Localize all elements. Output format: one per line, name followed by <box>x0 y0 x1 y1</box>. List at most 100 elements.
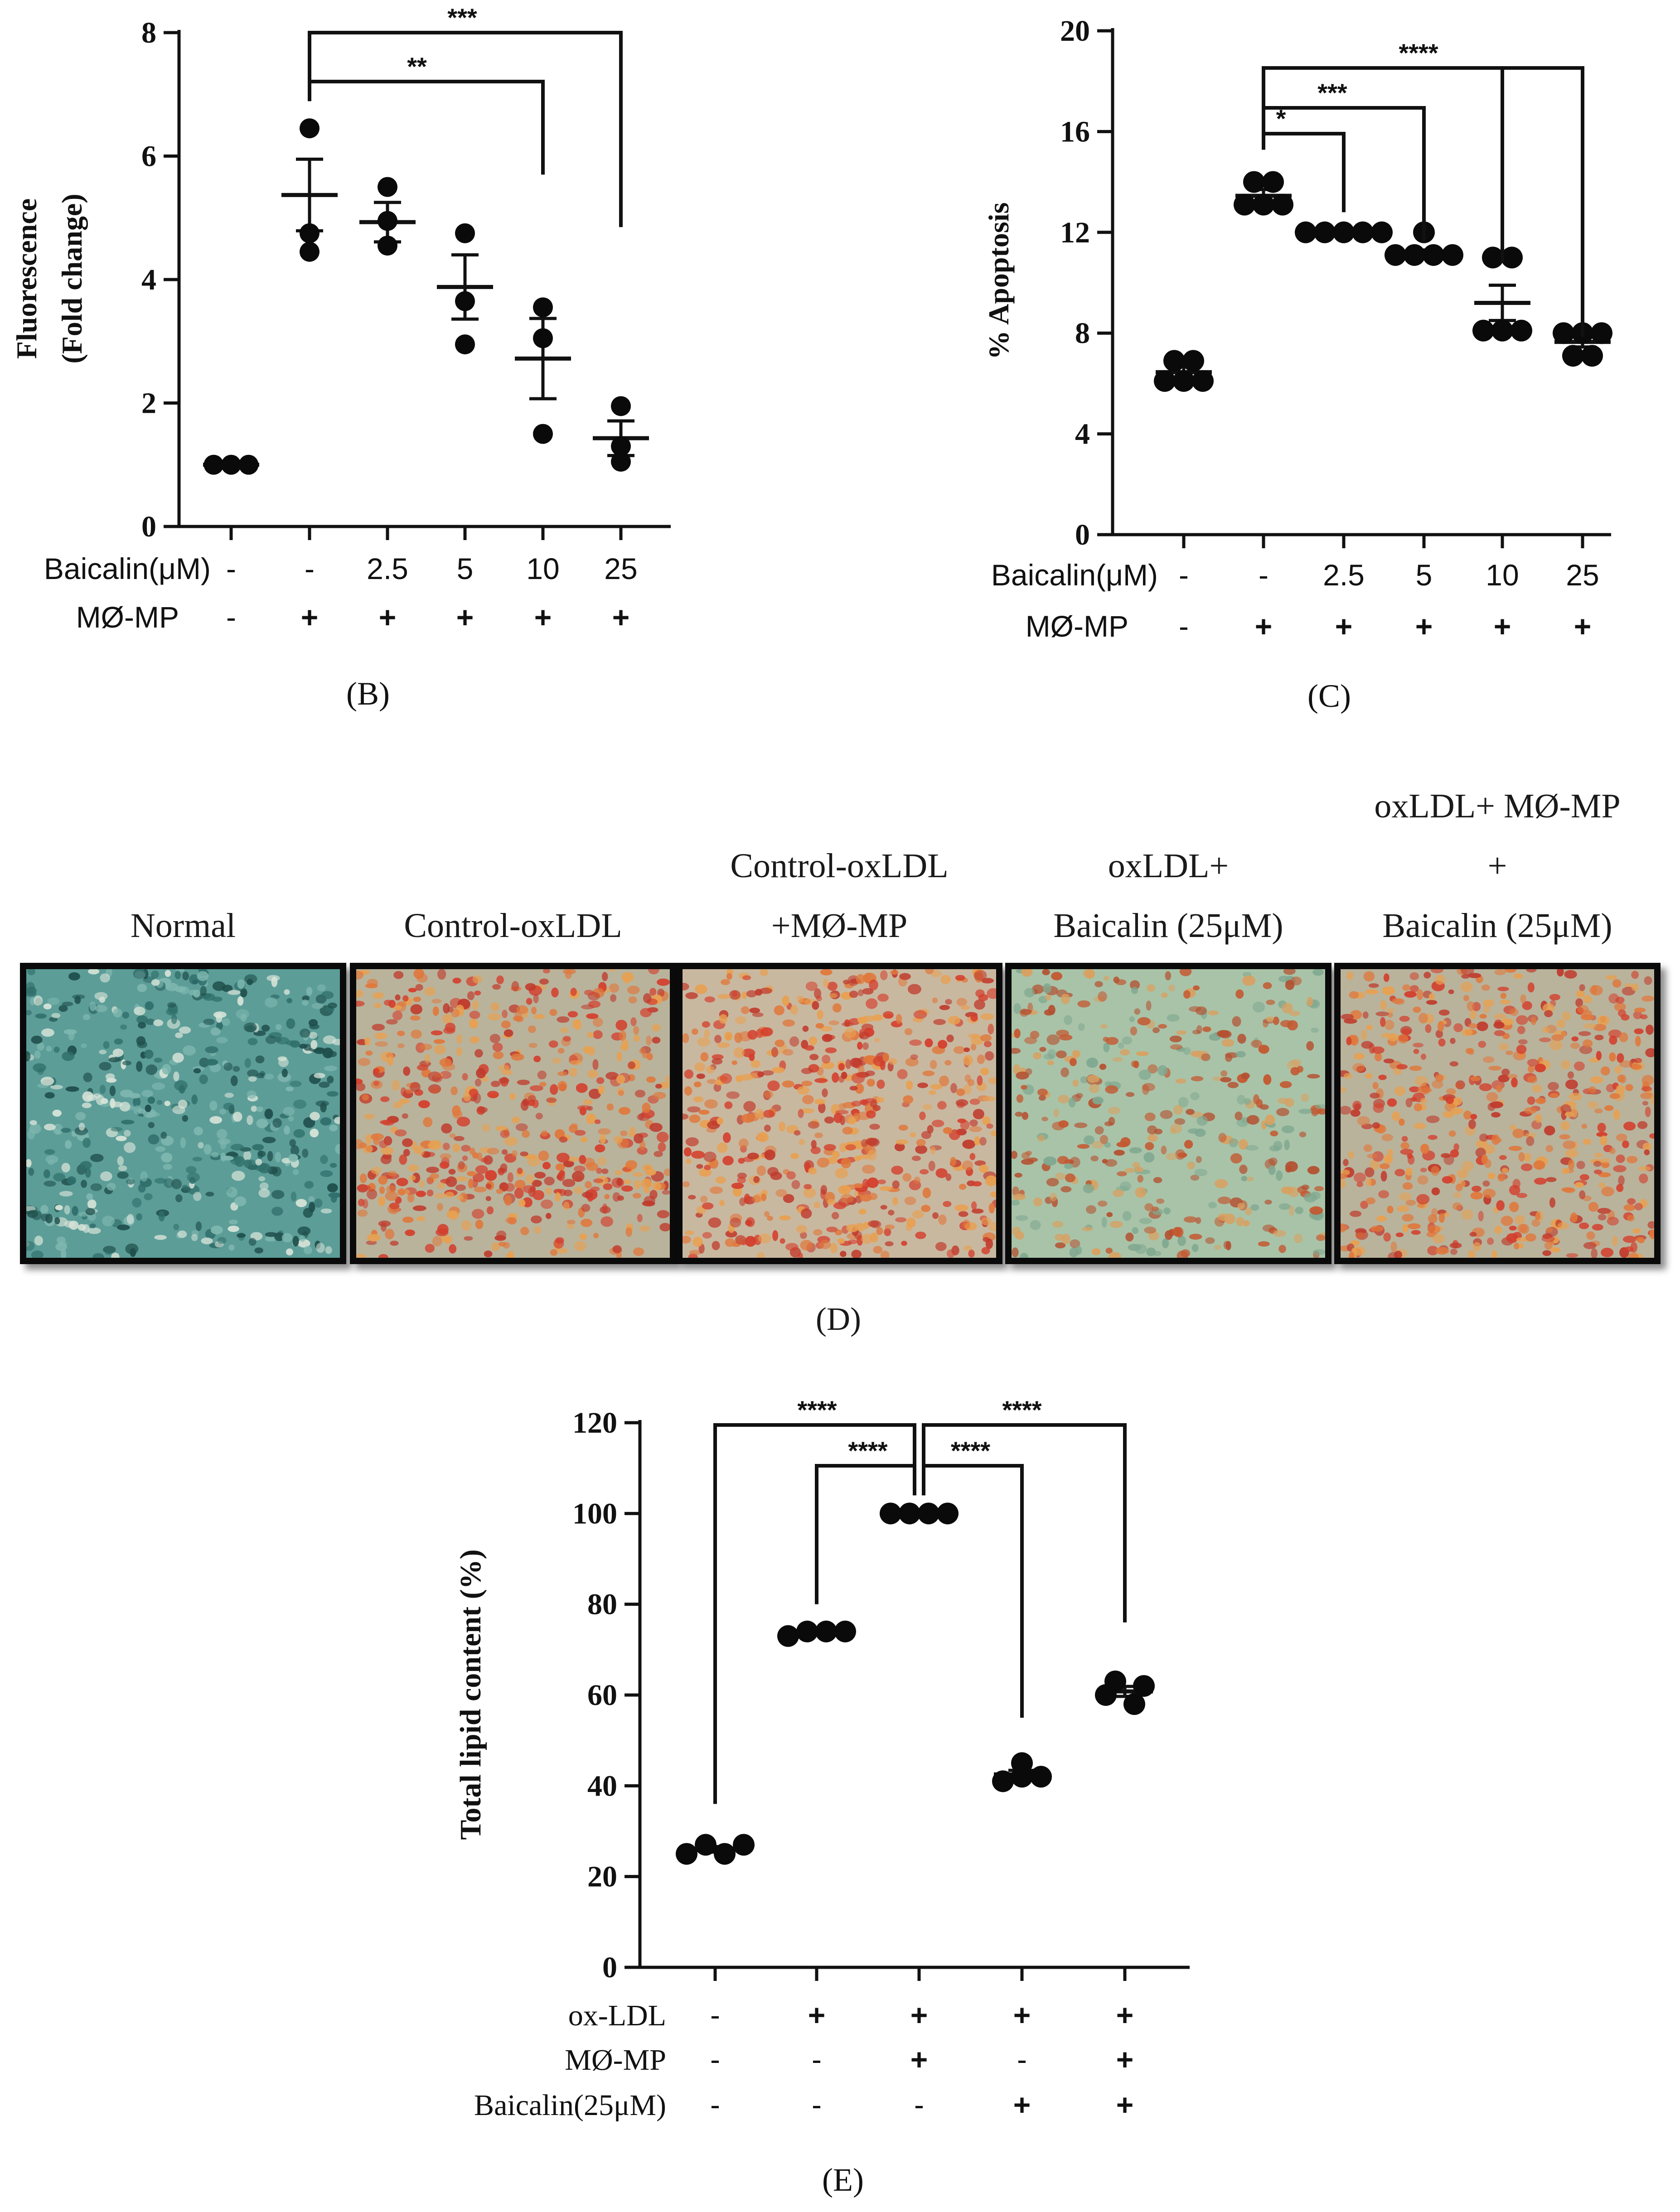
cell-blob <box>721 979 730 985</box>
cell-blob <box>1196 1156 1202 1163</box>
cell-blob <box>1575 998 1583 1007</box>
cell-blob <box>1147 1134 1158 1142</box>
cell-blob <box>1535 1213 1541 1220</box>
cell-blob <box>703 1151 717 1162</box>
cell-blob <box>1448 1130 1456 1137</box>
cell-blob <box>1365 1197 1375 1205</box>
cell-blob <box>964 1074 971 1082</box>
cell-blob <box>1560 1121 1570 1130</box>
cell-blob <box>911 1155 921 1161</box>
cell-blob <box>367 1189 378 1200</box>
cell-blob <box>546 1097 557 1103</box>
cell-blob <box>832 1003 842 1013</box>
cell-blob <box>385 1228 394 1240</box>
cell-blob <box>1588 1202 1599 1212</box>
cell-blob <box>462 1155 468 1161</box>
cell-blob <box>1278 976 1290 982</box>
cell-blob <box>1208 1202 1217 1208</box>
cell-blob <box>782 1019 795 1027</box>
cell-blob <box>161 1152 173 1163</box>
cell-blob <box>692 1236 703 1247</box>
cell-blob <box>236 1009 249 1019</box>
cell-blob <box>329 1163 337 1168</box>
cell-blob <box>409 1175 416 1181</box>
cell-blob <box>939 1075 949 1087</box>
cell-blob <box>581 1136 588 1143</box>
cell-blob <box>685 1137 699 1146</box>
cell-blob <box>974 1160 986 1166</box>
cell-blob <box>265 1035 277 1044</box>
cell-blob <box>182 1115 189 1122</box>
cell-blob <box>74 1126 88 1135</box>
cell-blob <box>1280 1020 1293 1028</box>
cell-blob <box>845 1059 852 1069</box>
cell-blob <box>1617 1053 1624 1063</box>
cell-blob <box>1350 1210 1362 1217</box>
cell-blob <box>1567 1071 1574 1079</box>
cell-blob <box>704 996 715 1003</box>
cell-blob <box>1341 1174 1347 1179</box>
cell-blob <box>40 1077 54 1086</box>
chart-E-data-point <box>937 1502 959 1525</box>
cell-blob <box>165 970 171 977</box>
cell-blob <box>54 1217 60 1225</box>
cell-blob <box>571 1171 585 1182</box>
cell-blob <box>1457 1169 1468 1178</box>
cell-blob <box>500 1130 510 1138</box>
cell-blob <box>532 1180 542 1187</box>
cell-blob <box>895 1217 907 1222</box>
cell-blob <box>622 1039 629 1049</box>
cell-blob <box>265 1232 277 1237</box>
chart-E-data-point <box>1133 1675 1155 1697</box>
cell-blob <box>456 1195 463 1200</box>
cell-blob <box>243 1159 252 1168</box>
cell-blob <box>61 1128 71 1133</box>
cell-blob <box>26 1206 36 1212</box>
cell-blob <box>1167 1014 1180 1022</box>
cell-blob <box>306 987 313 996</box>
cell-blob <box>430 1173 439 1179</box>
cell-blob <box>1053 1109 1060 1117</box>
cell-blob <box>865 1070 875 1076</box>
cell-blob <box>856 974 865 985</box>
cell-blob <box>1646 1024 1654 1035</box>
cell-blob <box>475 1219 484 1229</box>
cell-blob <box>1420 1053 1427 1060</box>
cell-blob <box>359 1173 367 1183</box>
cell-blob <box>1043 983 1051 994</box>
cell-blob <box>1402 1214 1414 1222</box>
cell-blob <box>240 988 247 998</box>
chart-E-y-axis-title: Total lipid content (%) <box>454 1549 487 1840</box>
cell-blob <box>731 990 737 997</box>
cell-blob <box>1501 1068 1510 1076</box>
cell-blob <box>832 1072 839 1083</box>
cell-blob <box>858 1208 867 1215</box>
cell-blob <box>979 1164 988 1173</box>
cell-blob <box>209 1116 223 1124</box>
cell-blob <box>1448 989 1454 995</box>
cell-blob <box>848 1239 857 1244</box>
chart-B-data-point <box>378 177 397 197</box>
cell-blob <box>366 1240 377 1245</box>
cell-blob <box>526 998 533 1005</box>
cell-blob <box>1113 976 1120 983</box>
cell-blob <box>1445 1096 1454 1104</box>
cell-blob <box>969 1126 982 1132</box>
cell-blob <box>261 1024 270 1032</box>
chart-E-y-tick-label: 40 <box>587 1769 617 1802</box>
cell-blob <box>430 1140 442 1145</box>
cell-blob <box>1419 1087 1433 1093</box>
cell-blob <box>973 1109 984 1120</box>
cell-blob <box>1361 1041 1373 1049</box>
cell-blob <box>281 1233 293 1242</box>
cell-blob <box>620 1130 628 1136</box>
chart-B-data-point <box>203 454 224 475</box>
cell-blob <box>1122 1036 1133 1045</box>
cell-blob <box>116 1135 127 1141</box>
cell-blob <box>117 1171 129 1179</box>
cell-blob <box>1613 1165 1627 1173</box>
cell-blob <box>818 1102 826 1113</box>
cell-blob <box>433 1039 445 1044</box>
cell-blob <box>1120 1049 1130 1056</box>
cell-blob <box>542 1162 551 1169</box>
